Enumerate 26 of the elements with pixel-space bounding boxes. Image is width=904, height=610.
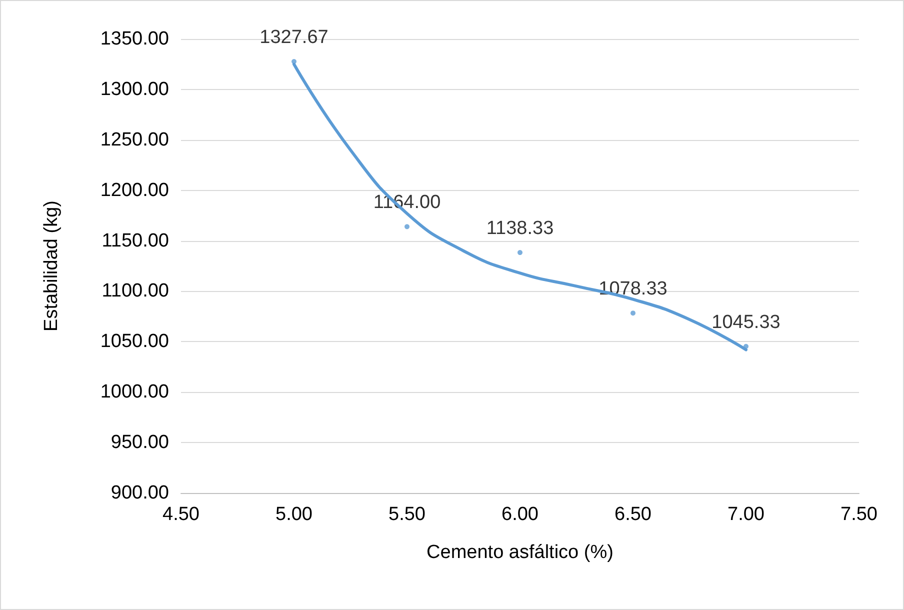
- y-tick-label: 1100.00: [102, 280, 169, 302]
- y-tick-label: 1000.00: [100, 382, 169, 403]
- x-tick-label: 7.00: [728, 504, 764, 525]
- point: [518, 250, 522, 256]
- data-label: 1045.33: [712, 312, 780, 333]
- x-tick-label: 6.00: [502, 504, 538, 525]
- point: [630, 310, 636, 316]
- y-tick-label: 1250.00: [100, 129, 169, 150]
- data-label: 1138.33: [486, 218, 554, 240]
- y-tick-label: 900.00: [110, 482, 169, 504]
- y-tick-label: 1350.00: [100, 28, 169, 50]
- y-tick-label: 1200.00: [100, 180, 169, 201]
- x-tick-label: 5.50: [388, 504, 426, 525]
- y-tick-label: 1300.00: [100, 78, 169, 100]
- point: [292, 59, 296, 64]
- y-axis-title: Estabilidad (kg): [41, 200, 62, 332]
- x-axis-title: Cemento asfáltico (%): [426, 542, 614, 563]
- x-tick-label: 5.00: [276, 504, 312, 525]
- data-label: 1327.67: [260, 27, 328, 48]
- y-tick-label: 1050.00: [100, 331, 169, 352]
- x-tick-label: 6.50: [614, 504, 652, 525]
- x-tick-label: 7.50: [840, 504, 878, 525]
- point: [404, 224, 410, 230]
- x-tick-label: 4.50: [162, 504, 200, 525]
- y-tick-label: 950.00: [110, 432, 169, 454]
- y-tick-label: 1150.00: [102, 230, 169, 252]
